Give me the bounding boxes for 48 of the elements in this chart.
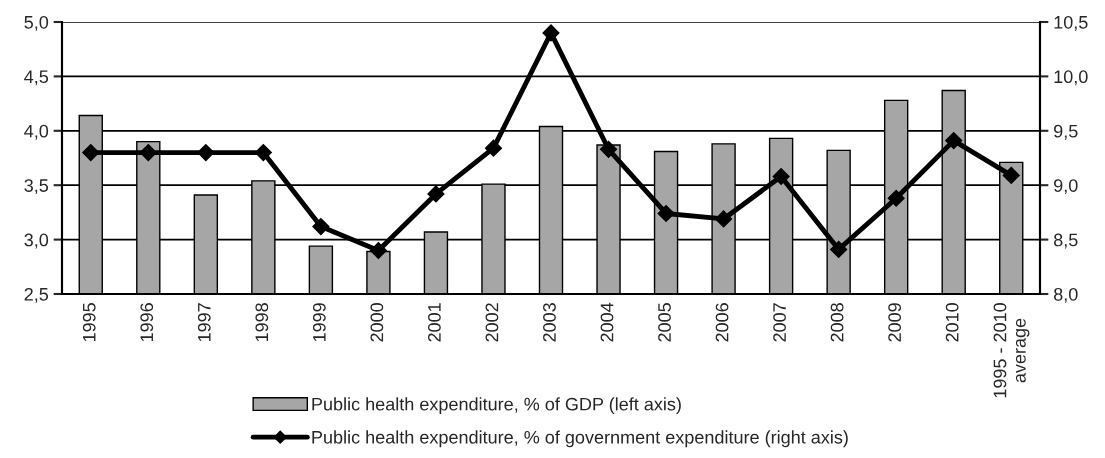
point	[887, 189, 905, 207]
x-tick-label: 1996	[140, 303, 154, 342]
y-tick-label: 4,0	[24, 124, 49, 140]
x-tick-label: 2006	[715, 303, 729, 342]
x-tick-label: 2001	[428, 303, 441, 342]
y2-tick-label: 9,0	[1054, 179, 1078, 195]
legend-label: Public health expenditure, % of government expenditure (right axis)	[312, 430, 848, 448]
point	[657, 204, 675, 223]
y2-tick-label: 8,0	[1053, 287, 1078, 303]
point	[312, 217, 330, 236]
x-tick-label: 2005	[658, 303, 671, 342]
point	[82, 144, 100, 162]
y-tick-label: 4,5	[24, 70, 49, 86]
point	[542, 24, 560, 42]
x-tick-label: 1995	[82, 303, 96, 342]
point	[772, 167, 790, 186]
point	[945, 132, 963, 150]
x-tick-label: 2002	[485, 303, 499, 342]
point	[715, 210, 733, 228]
y-tick-label: 2,5	[24, 287, 49, 303]
point	[197, 144, 215, 162]
x-tick-label: 2008	[830, 303, 844, 342]
x-tick-label: 1998	[255, 303, 269, 342]
x-tick-label: 1997	[197, 303, 211, 342]
y2-tick-label: 10,0	[1054, 70, 1088, 86]
x-tick-label: 1995 - 2010 average	[993, 303, 1030, 398]
x-tick-label: 2004	[600, 302, 614, 342]
x-tick-label: 2007	[773, 303, 786, 342]
y2-tick-label: 8,5	[1053, 233, 1078, 249]
legend-label: Public health expenditure, % of GDP (left axis)	[312, 397, 681, 415]
y-tick-label: 3,5	[24, 179, 49, 195]
x-tick-label: 2010	[945, 303, 959, 342]
point	[254, 144, 272, 162]
y2-tick-label: 9,5	[1054, 124, 1078, 140]
point	[830, 240, 848, 258]
x-tick-label: 2000	[370, 303, 384, 342]
x-tick-label: 2009	[888, 303, 902, 342]
point	[369, 241, 387, 260]
y2-tick-label: 10,5	[1054, 15, 1088, 31]
x-tick-label: 1999	[312, 303, 326, 342]
x-tick-label: 2003	[543, 303, 556, 342]
point	[599, 140, 618, 158]
point	[484, 139, 503, 157]
y-tick-label: 3,0	[24, 233, 49, 249]
point	[139, 144, 157, 162]
point	[427, 185, 445, 203]
y-tick-label: 5,0	[24, 15, 49, 31]
point	[1002, 166, 1020, 184]
